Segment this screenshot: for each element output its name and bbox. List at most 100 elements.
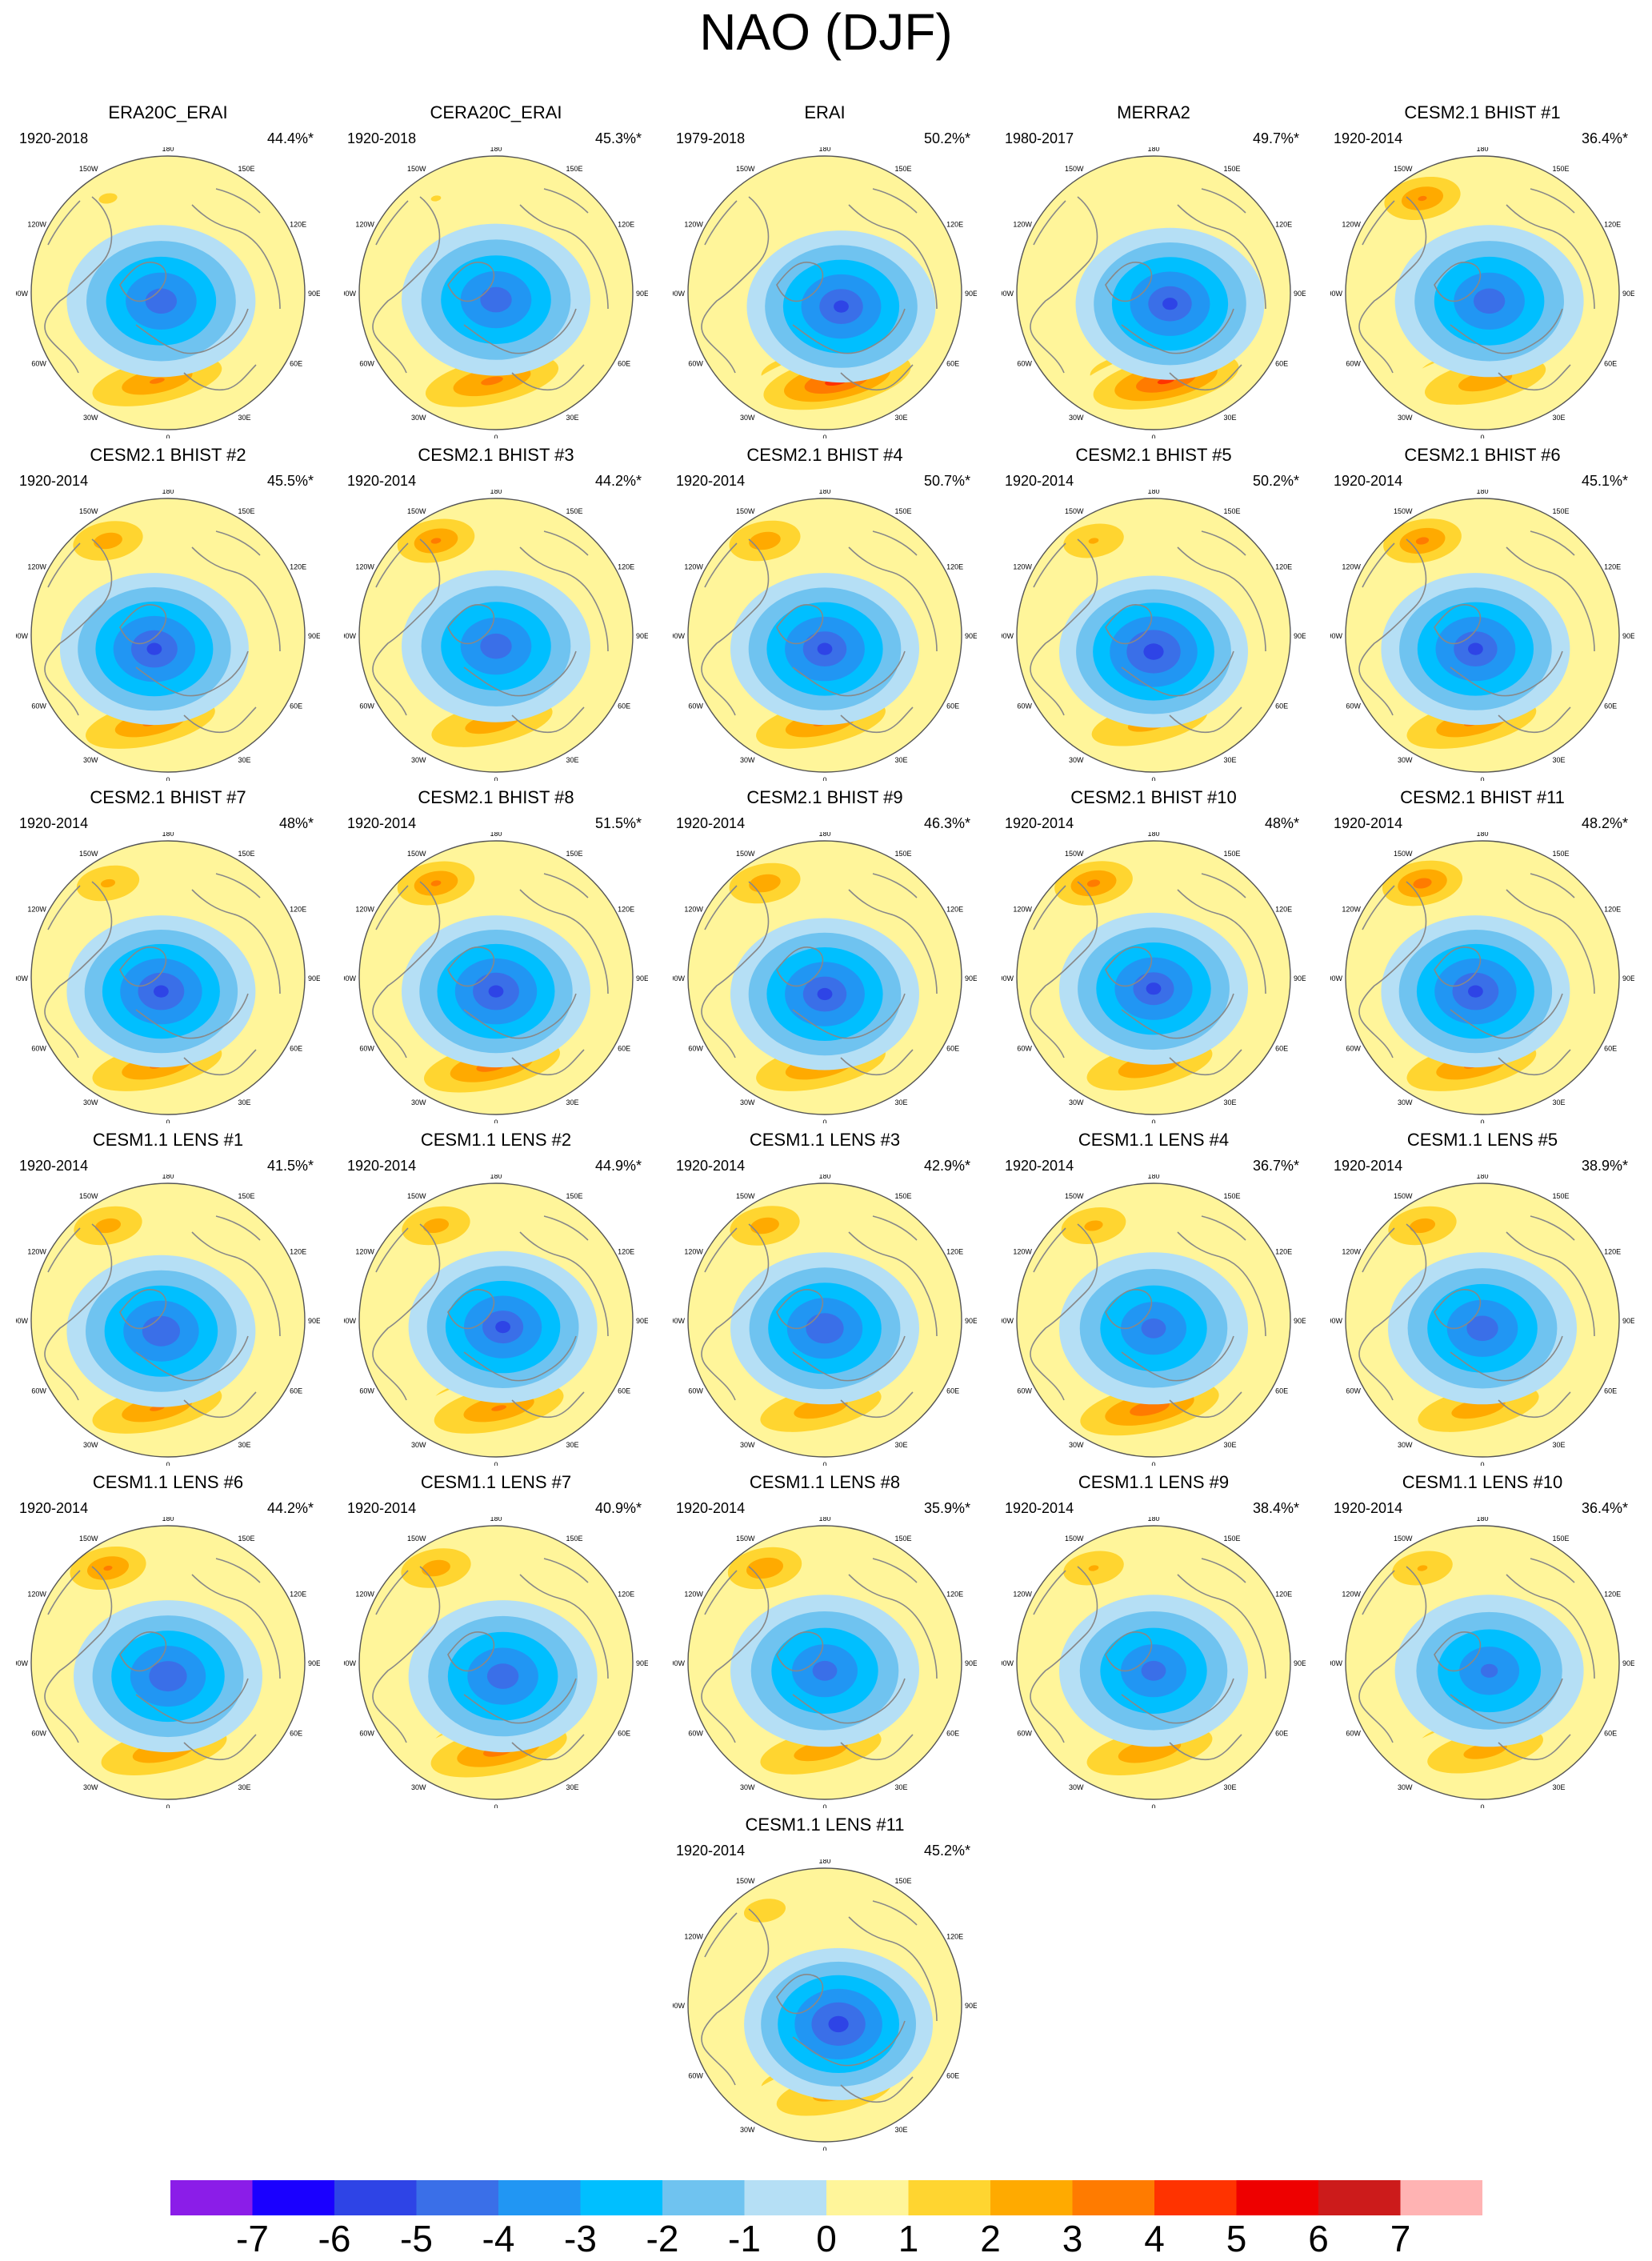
longitude-label: 90W — [344, 290, 356, 298]
coastline — [872, 1900, 918, 1926]
coastline — [1030, 538, 1098, 716]
positive-anomaly-contour — [98, 193, 118, 204]
coastline — [792, 993, 906, 1039]
panel-period: 1920-2014 — [1334, 1500, 1403, 1516]
longitude-label: 120W — [684, 906, 703, 914]
longitude-label: 30W — [83, 1098, 98, 1106]
polar-map: 180 0 90W 90E 120W 120E 60W 60E 150W 150E 30W 30E — [1330, 1175, 1634, 1466]
negative-anomaly-contour — [1162, 298, 1178, 310]
longitude-label: 120E — [290, 221, 306, 229]
coastline — [1450, 993, 1563, 1039]
longitude-label: 120E — [1604, 1248, 1621, 1256]
coastline — [1450, 308, 1563, 354]
longitude-label: 60E — [618, 1387, 630, 1395]
longitude-label: 90W — [344, 632, 356, 640]
longitude-label: 30E — [1553, 756, 1566, 764]
longitude-label: 120W — [355, 1591, 374, 1599]
longitude-label: 180 — [162, 832, 174, 838]
coastline — [1498, 706, 1571, 734]
longitude-label: 150E — [1553, 165, 1570, 173]
coastline — [872, 530, 918, 556]
longitude-label: 30E — [566, 414, 579, 422]
longitude-label: 60W — [1017, 1387, 1032, 1395]
coastline — [776, 946, 824, 987]
map-panel: CESM1.1 LENS #11 1920-2014 45.2%* 180 0 90W 90… — [673, 1815, 977, 2151]
negative-anomaly-contour — [149, 1661, 187, 1692]
longitude-label: 120W — [27, 563, 46, 571]
coastline — [1030, 196, 1098, 374]
longitude-label: 90W — [673, 2002, 685, 2010]
panel-title: CESM2.1 BHIST #9 — [746, 787, 903, 807]
coastline — [848, 1916, 938, 2022]
longitude-label: 0 — [1151, 1803, 1155, 1808]
coastline — [511, 1734, 585, 1761]
colorbar-tick-label: -4 — [482, 2218, 515, 2259]
longitude-label: 60W — [31, 360, 46, 368]
polar-map: 180 0 90W 90E 120W 120E 60W 60E 150W 150E 30W 30E — [344, 832, 648, 1123]
coastline — [119, 1631, 167, 1672]
coastline — [215, 873, 261, 898]
longitude-label: 120W — [684, 563, 703, 571]
map-boundary — [1345, 1525, 1620, 1800]
longitude-label: 60E — [290, 1387, 302, 1395]
positive-anomaly-contour — [1415, 537, 1430, 545]
coastline — [848, 546, 938, 652]
longitude-label: 30E — [238, 414, 251, 422]
positive-anomaly-contour — [1417, 1565, 1428, 1571]
longitude-label: 0 — [166, 434, 170, 438]
panel-variance: 45.5%* — [266, 473, 314, 489]
negative-anomaly-contour — [806, 1313, 844, 1344]
coastline — [183, 364, 257, 391]
longitude-label: 60W — [1017, 1730, 1032, 1738]
map-boundary — [1345, 840, 1620, 1115]
longitude-label: 150W — [1065, 1192, 1084, 1200]
longitude-label: 90E — [1622, 290, 1634, 298]
longitude-label: 60W — [359, 702, 374, 710]
coastline — [701, 1566, 770, 1743]
longitude-label: 30E — [895, 2126, 908, 2134]
longitude-label: 120W — [355, 221, 374, 229]
longitude-label: 150W — [407, 1535, 426, 1543]
longitude-label: 120W — [1013, 221, 1032, 229]
longitude-label: 150E — [566, 1535, 583, 1543]
panel-title: ERA20C_ERAI — [108, 102, 228, 122]
longitude-label: 30E — [895, 414, 908, 422]
longitude-label: 90W — [344, 1317, 356, 1325]
coastline — [704, 542, 738, 588]
longitude-label: 120E — [290, 1248, 306, 1256]
coastline — [1362, 885, 1395, 930]
longitude-label: 180 — [162, 490, 174, 495]
longitude-label: 90W — [1002, 1317, 1014, 1325]
longitude-label: 90E — [1294, 632, 1306, 640]
coastline — [1434, 946, 1482, 987]
longitude-label: 150W — [736, 1877, 755, 1885]
longitude-label: 60W — [688, 360, 703, 368]
longitude-label: 120W — [27, 221, 46, 229]
coastline — [1506, 546, 1595, 652]
longitude-label: 150W — [407, 507, 426, 515]
longitude-label: 30W — [83, 1783, 98, 1791]
panel-period: 1980-2017 — [1005, 130, 1074, 146]
longitude-label: 60E — [946, 1387, 959, 1395]
polar-map: 180 0 90W 90E 120W 120E 60W 60E 150W 150E 30W 30E — [344, 1517, 648, 1808]
positive-anomaly-contour — [149, 378, 165, 384]
coastline — [1530, 873, 1575, 898]
coastline — [1358, 881, 1427, 1058]
longitude-label: 150E — [1224, 507, 1241, 515]
coastline — [519, 204, 609, 310]
longitude-label: 60W — [31, 1045, 46, 1053]
polar-map: 180 0 90W 90E 120W 120E 60W 60E 150W 150E 30W 30E — [16, 1517, 320, 1808]
coastline — [1105, 1289, 1153, 1330]
coastline — [463, 1335, 577, 1382]
panel-title: ERAI — [804, 102, 846, 122]
longitude-label: 150W — [79, 1535, 98, 1543]
coastline — [704, 200, 738, 246]
coastline — [1530, 188, 1575, 214]
panel-period: 1920-2014 — [347, 815, 417, 831]
longitude-label: 150E — [238, 1192, 255, 1200]
longitude-label: 60W — [688, 1730, 703, 1738]
